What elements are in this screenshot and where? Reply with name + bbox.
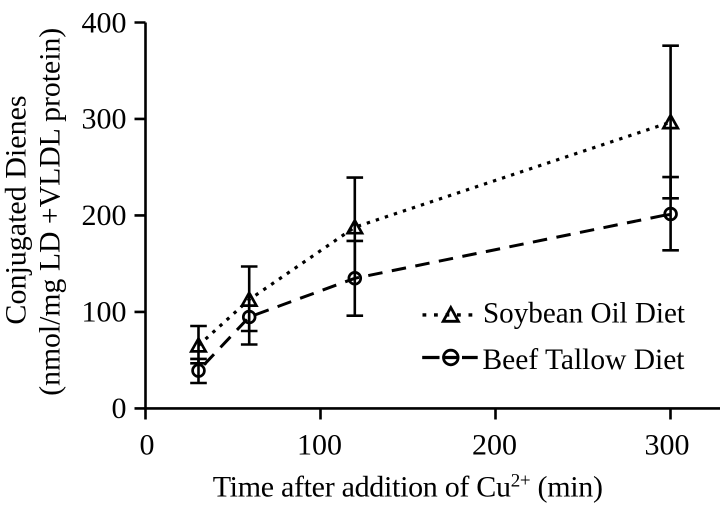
svg-text:200: 200 — [82, 199, 127, 232]
svg-text:0: 0 — [140, 429, 155, 462]
svg-text:Soybean Oil Diet: Soybean Oil Diet — [483, 297, 686, 330]
svg-text:400: 400 — [82, 6, 127, 39]
svg-text:(nmol/mg LD +VLDL protein): (nmol/mg LD +VLDL protein) — [34, 28, 67, 396]
svg-text:100: 100 — [297, 429, 342, 462]
svg-text:300: 300 — [82, 103, 127, 136]
svg-text:0: 0 — [112, 392, 127, 425]
svg-text:200: 200 — [472, 429, 517, 462]
svg-text:300: 300 — [645, 429, 690, 462]
svg-text:Beef Tallow Diet: Beef Tallow Diet — [483, 343, 686, 376]
svg-text:Time after addition of Cu2+ (m: Time after addition of Cu2+ (min) — [213, 470, 603, 503]
svg-text:100: 100 — [82, 296, 127, 329]
svg-text:Conjugated Dienes: Conjugated Dienes — [0, 95, 33, 324]
